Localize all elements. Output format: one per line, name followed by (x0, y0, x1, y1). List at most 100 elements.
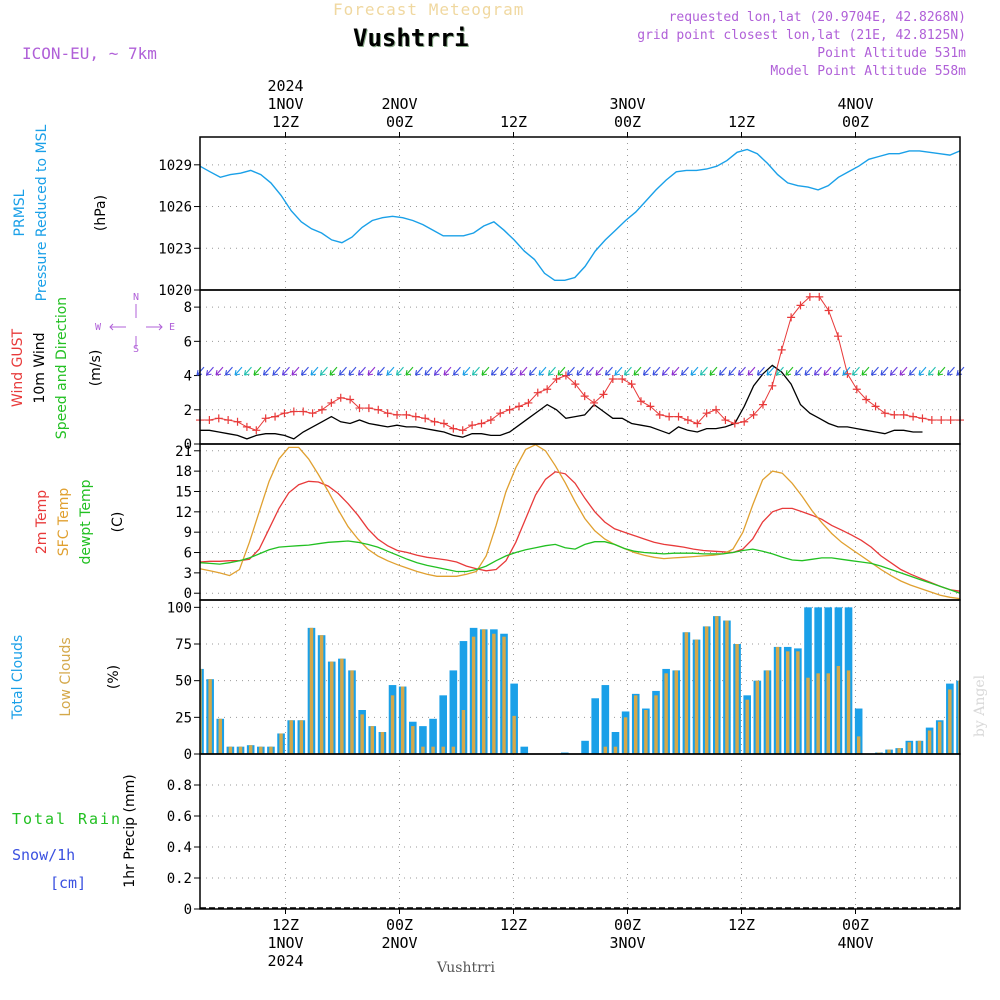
closest-coords: grid point closest lon,lat (21E, 42.8125… (637, 28, 966, 43)
wind-gust-marker (646, 402, 655, 411)
wind-gust-marker (477, 419, 486, 428)
wind-direction-arrow (680, 366, 689, 376)
wind-direction-arrow (633, 366, 642, 376)
temp-sfc-line (199, 443, 961, 600)
wind-direction-arrow (604, 366, 613, 376)
wind-direction-arrow (870, 366, 879, 376)
wind-direction-arrow (490, 366, 499, 376)
low-clouds-bar (309, 627, 314, 754)
wind-gust-marker (758, 400, 767, 409)
low-clouds-bar (654, 695, 658, 754)
wind-gust-marker (740, 417, 749, 426)
wind-direction-arrow (319, 366, 328, 376)
wind-gust-marker (946, 416, 955, 425)
ytick-label-temp: 15 (175, 484, 192, 500)
top-time-label: 12Z (500, 113, 527, 131)
wind-direction-arrow (756, 366, 765, 376)
wind-gust-marker (927, 416, 936, 425)
ytick-label-pressure: 1026 (158, 200, 192, 216)
total-clouds-bar (581, 740, 589, 754)
low-clouds-bar (948, 689, 952, 754)
wind-gust-marker (205, 416, 214, 425)
wind-direction-arrow (661, 366, 670, 376)
low-clouds-bar (200, 668, 202, 754)
low-clouds-bar (299, 720, 304, 754)
wind-gust-marker (899, 410, 908, 419)
low-clouds-bar (421, 746, 425, 754)
wind-direction-arrow (718, 366, 727, 376)
wind-gust-marker (252, 426, 261, 435)
wind-gust-marker (561, 371, 570, 380)
low-clouds-bar (765, 670, 770, 754)
wind-direction-arrow (310, 366, 319, 376)
wind-gust-marker (233, 417, 242, 426)
wind-direction-arrow (395, 366, 404, 376)
low-clouds-bar (370, 726, 374, 754)
total-clouds-bar (200, 668, 204, 754)
low-clouds-bar (846, 670, 851, 754)
location-title: Vushtrri (353, 24, 469, 52)
ytick-label-temp: 3 (184, 566, 192, 582)
wind-direction-arrow (585, 366, 594, 376)
wind-direction-arrow (357, 366, 366, 376)
wind-gust-marker (655, 410, 664, 419)
wind-gust-marker (308, 409, 317, 418)
low-clouds-bar (482, 629, 486, 754)
low-clouds-bar (927, 730, 932, 754)
bottom-time-label: 4NOV (837, 934, 873, 952)
wind-direction-arrow (690, 366, 699, 376)
wind-gust-marker (393, 410, 402, 419)
top-time-label: 00Z (386, 113, 413, 131)
wind-direction-arrow (927, 366, 936, 376)
ytick-label-precip: 0.2 (167, 871, 192, 887)
total-clouds-bar (956, 680, 960, 754)
low-clouds-bar (634, 695, 638, 754)
low-clouds-bar (816, 673, 820, 754)
low-clouds-bar (603, 746, 608, 754)
wind-direction-arrow (414, 366, 423, 376)
bottom-time-label: 12Z (728, 916, 755, 934)
wind-gust-marker (289, 407, 298, 416)
total-clouds-bar (591, 698, 599, 754)
wind-direction-arrow (205, 366, 214, 376)
ytick-label-temp: 21 (175, 444, 192, 460)
wind-direction-arrow (547, 366, 556, 376)
chart-title: Forecast Meteogram (333, 0, 525, 19)
ytick-label-temp: 6 (184, 546, 192, 562)
low-clouds-bar (502, 636, 506, 754)
precip-label-rain: Total Rain (12, 810, 120, 828)
wind-direction-arrow (899, 366, 908, 376)
wind-direction-arrow (652, 366, 661, 376)
temp-label-sfc: SFC Temp (56, 488, 72, 557)
clouds-unit: (%) (106, 665, 122, 689)
low-clouds-bar (248, 745, 253, 754)
wind-gust-marker (796, 301, 805, 310)
precip-unit: 1hr Precip (mm) (122, 774, 138, 887)
wind-gust-marker (552, 374, 561, 383)
low-clouds-bar (259, 746, 263, 754)
low-clouds-bar (674, 670, 678, 754)
low-clouds-bar (938, 721, 942, 754)
wind-gust-marker (749, 410, 758, 419)
model-label: ICON-EU, ~ 7km (22, 44, 157, 63)
temp-label-2m: 2m Temp (34, 490, 50, 554)
temp-dewpt-line (199, 540, 961, 594)
wind-direction-arrow (566, 366, 575, 376)
model-altitude: Model Point Altitude 558m (770, 64, 966, 79)
wind-direction-arrow (557, 366, 566, 376)
ytick-label-wind: 4 (184, 369, 192, 385)
ytick-label-wind: 0 (184, 437, 192, 453)
low-clouds-bar (958, 680, 960, 754)
low-clouds-bar (431, 746, 435, 754)
total-clouds-bar (429, 718, 437, 754)
wind-gust-marker (224, 416, 233, 425)
wind-gust-marker (880, 409, 889, 418)
wind-direction-arrow (338, 366, 347, 376)
wind-gust-marker (834, 332, 843, 341)
wind-gust-marker (580, 392, 589, 401)
low-clouds-bar (826, 673, 830, 754)
wind-gust-marker (862, 395, 871, 404)
ytick-label-pressure: 1029 (158, 158, 192, 174)
wind-gust-marker (693, 419, 702, 428)
ytick-label-clouds: 50 (175, 674, 192, 690)
